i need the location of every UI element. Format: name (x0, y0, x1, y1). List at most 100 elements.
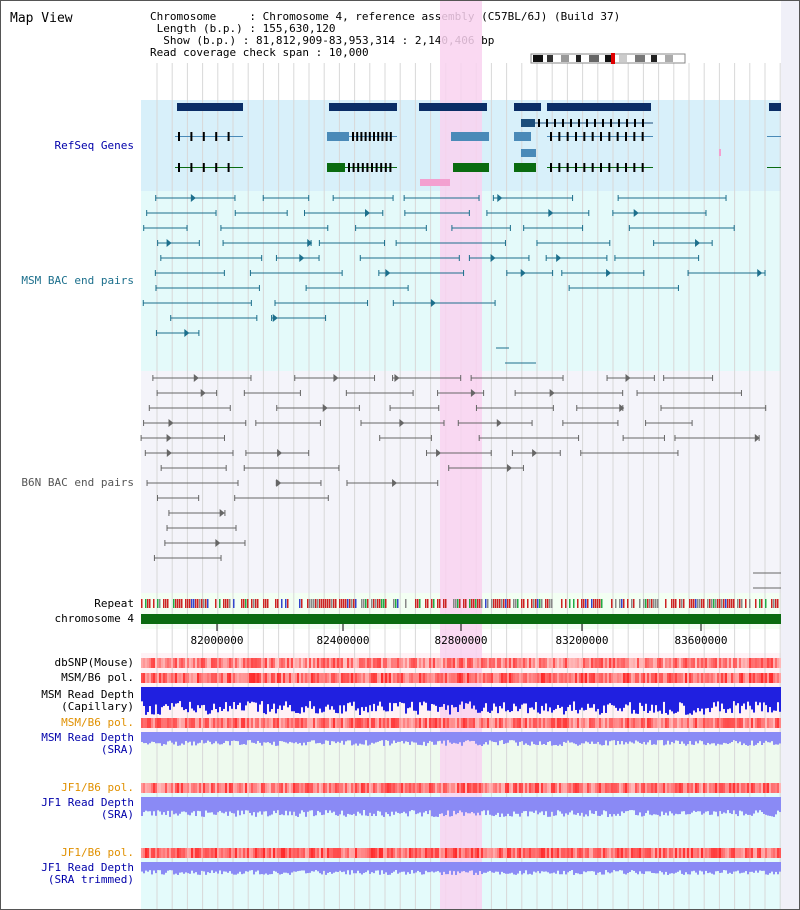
track-label-msm-b6-pol[interactable]: MSM/B6 pol. (61, 671, 134, 684)
read-depth-bar (745, 687, 747, 710)
polymorphism-cell (477, 718, 479, 728)
polymorphism-cell (151, 783, 153, 793)
polymorphism-cell (457, 718, 459, 728)
read-depth-bar (553, 797, 555, 816)
read-depth-bar (467, 732, 469, 741)
repeat-element (645, 599, 647, 608)
polymorphism-cell (437, 783, 439, 793)
read-depth-bar (307, 687, 309, 708)
track-label-refseq[interactable]: RefSeq Genes (54, 139, 134, 152)
read-depth-bar (633, 732, 635, 744)
polymorphism-cell (215, 673, 217, 683)
read-depth-bar (529, 732, 531, 746)
polymorphism-cell (477, 783, 479, 793)
read-depth-bar (499, 797, 501, 817)
read-depth-bar (379, 732, 381, 741)
read-depth-bar (691, 732, 693, 745)
polymorphism-cell (183, 658, 185, 668)
read-depth-bar (441, 797, 443, 814)
polymorphism-cell (523, 658, 525, 668)
polymorphism-cell (579, 658, 581, 668)
polymorphism-cell (251, 673, 253, 683)
read-depth-bar (453, 687, 455, 708)
track-label-b6n-bac[interactable]: B6N BAC end pairs (21, 476, 134, 489)
read-depth-bar (145, 732, 147, 744)
read-depth-bar (457, 797, 459, 814)
track-label-dbsnp[interactable]: dbSNP(Mouse) (54, 656, 134, 669)
read-depth-bar (267, 862, 269, 875)
track-label-jf1-b6-pol-2[interactable]: JF1/B6 pol. (61, 846, 134, 859)
polymorphism-cell (431, 673, 433, 683)
repeat-element (723, 599, 725, 608)
read-depth-bar (377, 797, 379, 811)
read-depth-bar (561, 732, 563, 746)
read-depth-bar (417, 797, 419, 814)
read-depth-bar (403, 797, 405, 812)
track-label-msm-depth-capillary[interactable]: MSM Read Depth (41, 688, 134, 701)
polymorphism-cell (217, 718, 219, 728)
polymorphism-cell (497, 658, 499, 668)
read-depth-bar (423, 797, 425, 813)
read-depth-bar (511, 732, 513, 741)
polymorphism-cell (615, 658, 617, 668)
repeat-element (445, 599, 447, 608)
polymorphism-cell (505, 718, 507, 728)
msm-bac-end-pair (272, 314, 278, 322)
read-depth-bar (205, 862, 207, 875)
polymorphism-cell (241, 848, 243, 858)
polymorphism-cell (421, 673, 423, 683)
msm-bac-end-pair (633, 209, 639, 217)
read-depth-bar (341, 797, 343, 811)
polymorphism-cell (711, 658, 713, 668)
track-label-jf1-depth-sra[interactable]: JF1 Read Depth (41, 796, 134, 809)
track-label-jf1-depth-trimmed[interactable]: JF1 Read Depth (41, 861, 134, 874)
polymorphism-cell (757, 718, 759, 728)
polymorphism-cell (147, 673, 149, 683)
polymorphism-cell (345, 673, 347, 683)
read-depth-bar (185, 732, 187, 741)
read-depth-bar (535, 687, 537, 703)
repeat-element (189, 599, 191, 608)
polymorphism-cell (273, 718, 275, 728)
polymorphism-cell (471, 673, 473, 683)
ideogram-band (533, 55, 543, 62)
polymorphism-cell (489, 658, 491, 668)
b6n-bac-end-pair (166, 449, 172, 457)
read-depth-bar (301, 732, 303, 746)
track-label-jf1-b6-pol[interactable]: JF1/B6 pol. (61, 781, 134, 794)
polymorphism-cell (191, 848, 193, 858)
polymorphism-cell (461, 848, 463, 858)
read-depth-bar (219, 732, 221, 745)
polymorphism-cell (519, 658, 521, 668)
read-depth-bar (197, 862, 199, 875)
track-label-repeat[interactable]: Repeat (94, 597, 134, 610)
polymorphism-cell (291, 673, 293, 683)
track-label-msm-depth-sra[interactable]: MSM Read Depth (41, 731, 134, 744)
polymorphism-cell (153, 658, 155, 668)
read-depth-bar (487, 797, 489, 811)
read-depth-bar (419, 797, 421, 813)
polymorphism-cell (529, 718, 531, 728)
read-depth-bar (171, 862, 173, 871)
track-label-msm-b6-pol-2[interactable]: MSM/B6 pol. (61, 716, 134, 729)
read-depth-bar (193, 732, 195, 742)
read-depth-bar (695, 687, 697, 713)
polymorphism-cell (679, 718, 681, 728)
polymorphism-cell (755, 718, 757, 728)
read-depth-bar (347, 862, 349, 871)
read-depth-bar (215, 862, 217, 872)
read-depth-bar (309, 797, 311, 811)
polymorphism-cell (227, 658, 229, 668)
read-depth-bar (557, 687, 559, 705)
read-depth-bar (689, 797, 691, 815)
polymorphism-cell (735, 718, 737, 728)
polymorphism-cell (533, 783, 535, 793)
polymorphism-cell (161, 718, 163, 728)
polymorphism-cell (537, 718, 539, 728)
read-depth-bar (395, 797, 397, 812)
track-label-msm-bac[interactable]: MSM BAC end pairs (21, 274, 134, 287)
read-depth-bar (339, 687, 341, 706)
repeat-element (415, 599, 417, 608)
polymorphism-cell (491, 658, 493, 668)
